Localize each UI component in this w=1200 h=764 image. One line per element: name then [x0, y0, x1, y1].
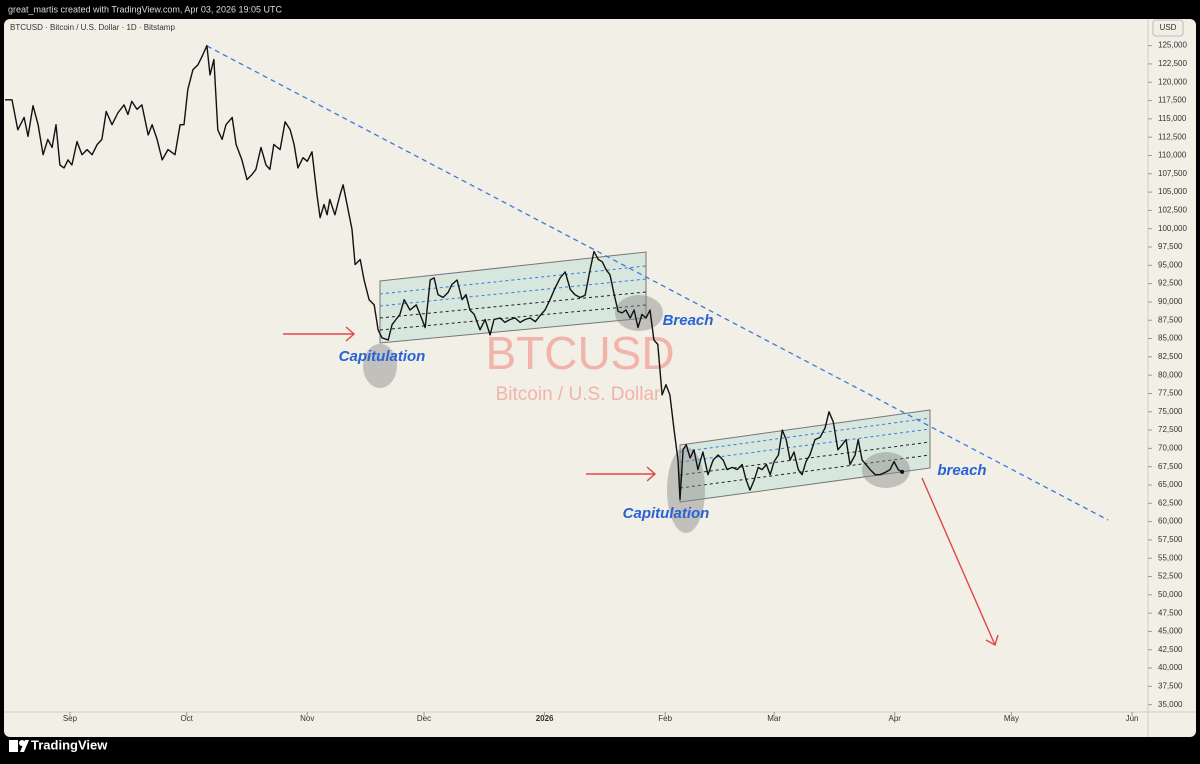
- y-tick-label: 115,000: [1158, 114, 1187, 123]
- y-tick-label: 65,000: [1158, 480, 1183, 489]
- x-tick-label: Mar: [767, 714, 781, 723]
- channel-mid: [679, 454, 931, 489]
- y-tick-label: 105,000: [1158, 187, 1187, 196]
- y-tick-label: 87,500: [1158, 315, 1183, 324]
- channel-mid: [679, 417, 931, 453]
- x-tick-label: Nov: [300, 714, 314, 723]
- arrows: [283, 326, 999, 647]
- y-tick-label: 97,500: [1158, 242, 1183, 251]
- watermark-name: Bitcoin / U.S. Dollar: [496, 384, 661, 405]
- arrow: [283, 326, 356, 342]
- y-tick-label: 120,000: [1158, 77, 1187, 86]
- y-tick-label: 102,500: [1158, 206, 1187, 215]
- y-tick-label: 70,000: [1158, 443, 1183, 452]
- watermark-symbol: BTCUSD: [485, 327, 674, 379]
- logo-mark: [9, 740, 18, 752]
- y-tick-label: 90,000: [1158, 297, 1183, 306]
- x-tick-label: Oct: [180, 714, 193, 723]
- highlight: [862, 452, 910, 488]
- y-tick-label: 35,000: [1158, 700, 1183, 709]
- y-tick-label: 45,000: [1158, 627, 1183, 636]
- annotation: Capitulation: [623, 505, 710, 522]
- channel-mid: [679, 428, 931, 463]
- y-tick-label: 75,000: [1158, 407, 1183, 416]
- x-tick-label: Feb: [658, 714, 672, 723]
- y-tick-label: 37,500: [1158, 681, 1183, 690]
- credit: great_martis created with TradingView.co…: [8, 4, 282, 14]
- y-tick-label: 40,000: [1158, 663, 1183, 672]
- y-tick-label: 60,000: [1158, 517, 1183, 526]
- channel-mid: [679, 441, 931, 476]
- currency-label: USD: [1160, 23, 1177, 32]
- symbol-label: BTCUSD · Bitcoin / U.S. Dollar · 1D · Bi…: [10, 23, 175, 32]
- y-tick-label: 42,500: [1158, 645, 1183, 654]
- y-tick-label: 47,500: [1158, 608, 1183, 617]
- y-tick-label: 110,000: [1158, 151, 1187, 160]
- highlight: [667, 447, 705, 533]
- y-tick-label: 67,500: [1158, 462, 1183, 471]
- y-tick-label: 100,000: [1158, 224, 1187, 233]
- y-tick-label: 55,000: [1158, 553, 1183, 562]
- y-tick-label: 57,500: [1158, 535, 1183, 544]
- brand-name: TradingView: [31, 737, 108, 752]
- arrow: [921, 477, 999, 647]
- price-line: [5, 44, 903, 501]
- y-tick-label: 125,000: [1158, 41, 1187, 50]
- last-point: [900, 469, 905, 474]
- logo-mark: [20, 740, 29, 752]
- highlight: [363, 344, 397, 388]
- annotation: breach: [937, 462, 986, 479]
- y-tick-label: 80,000: [1158, 370, 1183, 379]
- y-tick-label: 95,000: [1158, 260, 1183, 269]
- channel-mid: [379, 278, 647, 307]
- trend-line: [206, 45, 1109, 521]
- x-tick-label: May: [1004, 714, 1019, 723]
- y-tick-label: 77,500: [1158, 389, 1183, 398]
- x-tick-label: Sep: [63, 714, 78, 723]
- y-tick-label: 117,500: [1158, 96, 1187, 105]
- y-tick-label: 107,500: [1158, 169, 1187, 178]
- y-tick-label: 50,000: [1158, 590, 1183, 599]
- x-tick-label: Dec: [417, 714, 431, 723]
- annotation: Capitulation: [339, 348, 426, 365]
- y-tick-label: 52,500: [1158, 572, 1183, 581]
- channel-fill: [679, 409, 931, 503]
- y-tick-label: 85,000: [1158, 334, 1183, 343]
- y-tick-label: 62,500: [1158, 498, 1183, 507]
- annotation: Breach: [663, 312, 714, 329]
- channel-mid: [379, 291, 647, 319]
- x-tick-label: Apr: [889, 714, 902, 723]
- channel-2: [679, 409, 931, 503]
- y-tick-label: 122,500: [1158, 59, 1187, 68]
- arrow: [586, 466, 657, 482]
- y-tick-label: 82,500: [1158, 352, 1183, 361]
- currency-box: [1152, 19, 1184, 37]
- y-tick-label: 92,500: [1158, 279, 1183, 288]
- brand: TradingView: [9, 737, 108, 752]
- channel-mid: [379, 265, 647, 295]
- y-tick-label: 72,500: [1158, 425, 1183, 434]
- chart-panel: [4, 19, 1196, 737]
- x-tick-label: Jun: [1126, 714, 1139, 723]
- x-tick-label: 2026: [536, 714, 554, 723]
- y-tick-label: 112,500: [1158, 132, 1187, 141]
